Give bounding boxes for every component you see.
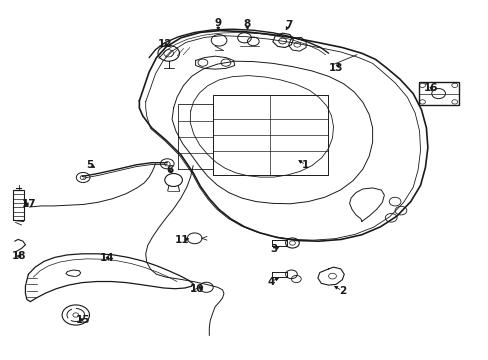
Text: 2: 2 bbox=[338, 286, 345, 296]
Bar bbox=[418, 82, 458, 105]
Bar bbox=[13, 190, 24, 220]
Text: 5: 5 bbox=[86, 159, 93, 170]
Text: 14: 14 bbox=[100, 253, 115, 263]
Text: 1: 1 bbox=[302, 160, 308, 170]
Text: 17: 17 bbox=[22, 199, 37, 209]
Text: 9: 9 bbox=[214, 18, 221, 28]
Text: 6: 6 bbox=[166, 165, 173, 175]
Text: 10: 10 bbox=[189, 284, 204, 294]
Text: 13: 13 bbox=[328, 63, 343, 73]
Text: 8: 8 bbox=[243, 19, 250, 30]
Text: 15: 15 bbox=[76, 315, 90, 325]
Text: 11: 11 bbox=[175, 235, 189, 245]
Text: 18: 18 bbox=[12, 251, 27, 261]
Text: 7: 7 bbox=[284, 20, 292, 30]
Text: 3: 3 bbox=[270, 244, 277, 254]
Text: 4: 4 bbox=[267, 276, 275, 287]
Text: 12: 12 bbox=[157, 39, 172, 49]
Text: 16: 16 bbox=[423, 83, 438, 93]
